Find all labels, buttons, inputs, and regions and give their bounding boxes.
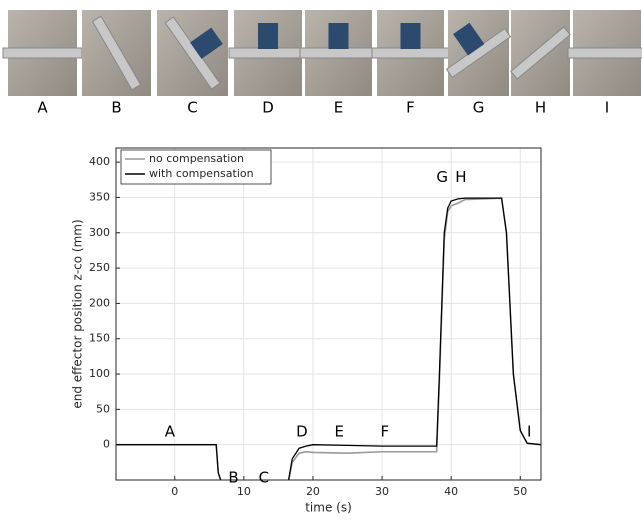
x-tick-label: 50 bbox=[513, 485, 527, 498]
frame-label: F bbox=[406, 99, 415, 117]
plot-area bbox=[116, 148, 541, 480]
annotation: D bbox=[296, 422, 308, 440]
x-tick-label: 20 bbox=[306, 485, 320, 498]
pipe bbox=[510, 26, 571, 80]
frame-label: D bbox=[262, 99, 274, 117]
annotation: I bbox=[527, 422, 531, 440]
frame-label: G bbox=[473, 99, 485, 117]
x-tick-label: 10 bbox=[237, 485, 251, 498]
device bbox=[190, 27, 223, 59]
device bbox=[328, 23, 349, 49]
x-tick-label: 0 bbox=[171, 485, 178, 498]
y-tick-label: 250 bbox=[89, 261, 110, 274]
annotation: G bbox=[436, 168, 448, 186]
frame-label: E bbox=[334, 99, 343, 117]
legend-box bbox=[120, 149, 272, 185]
y-tick-label: 100 bbox=[89, 367, 110, 380]
frame-label: H bbox=[535, 99, 546, 117]
pipe bbox=[371, 47, 450, 59]
device bbox=[453, 22, 485, 56]
x-tick-label: 30 bbox=[375, 485, 389, 498]
x-axis-label: time (s) bbox=[305, 501, 352, 515]
series-group bbox=[116, 197, 541, 480]
legend-label: no compensation bbox=[149, 152, 244, 165]
pipe bbox=[2, 47, 83, 59]
annotation: E bbox=[334, 422, 343, 440]
axes-box bbox=[115, 147, 542, 481]
photo-content bbox=[228, 23, 308, 59]
annotation: F bbox=[381, 422, 390, 440]
data-line bbox=[116, 197, 541, 480]
legend-label: with compensation bbox=[149, 167, 254, 180]
y-axis-label: end effector position z-co (mm) bbox=[71, 219, 85, 408]
pipe bbox=[567, 47, 642, 59]
x-tick-label: 40 bbox=[444, 485, 458, 498]
annotation: A bbox=[165, 422, 176, 440]
photo-content bbox=[91, 15, 142, 91]
y-tick-label: 350 bbox=[89, 190, 110, 203]
photo-content bbox=[567, 47, 642, 59]
frame-label: B bbox=[111, 99, 121, 117]
pipe bbox=[91, 15, 142, 91]
y-tick-label: 0 bbox=[103, 438, 110, 451]
y-tick-label: 150 bbox=[89, 332, 110, 345]
photo-content bbox=[445, 22, 512, 79]
frame-label: A bbox=[37, 99, 48, 117]
y-tick-label: 300 bbox=[89, 226, 110, 239]
annotation: C bbox=[259, 468, 269, 486]
annotation: H bbox=[455, 168, 466, 186]
photo-content bbox=[510, 26, 571, 80]
device bbox=[400, 23, 421, 49]
device bbox=[258, 23, 278, 49]
photo-content bbox=[164, 16, 223, 90]
frame-label: C bbox=[187, 99, 197, 117]
y-tick-label: 200 bbox=[89, 296, 110, 309]
pipe bbox=[228, 47, 308, 59]
frame-label: I bbox=[605, 99, 609, 117]
pipe bbox=[299, 47, 378, 59]
y-tick-label: 50 bbox=[96, 402, 110, 415]
annotation: B bbox=[228, 468, 238, 486]
y-tick-label: 400 bbox=[89, 155, 110, 168]
photo-content bbox=[2, 47, 83, 59]
